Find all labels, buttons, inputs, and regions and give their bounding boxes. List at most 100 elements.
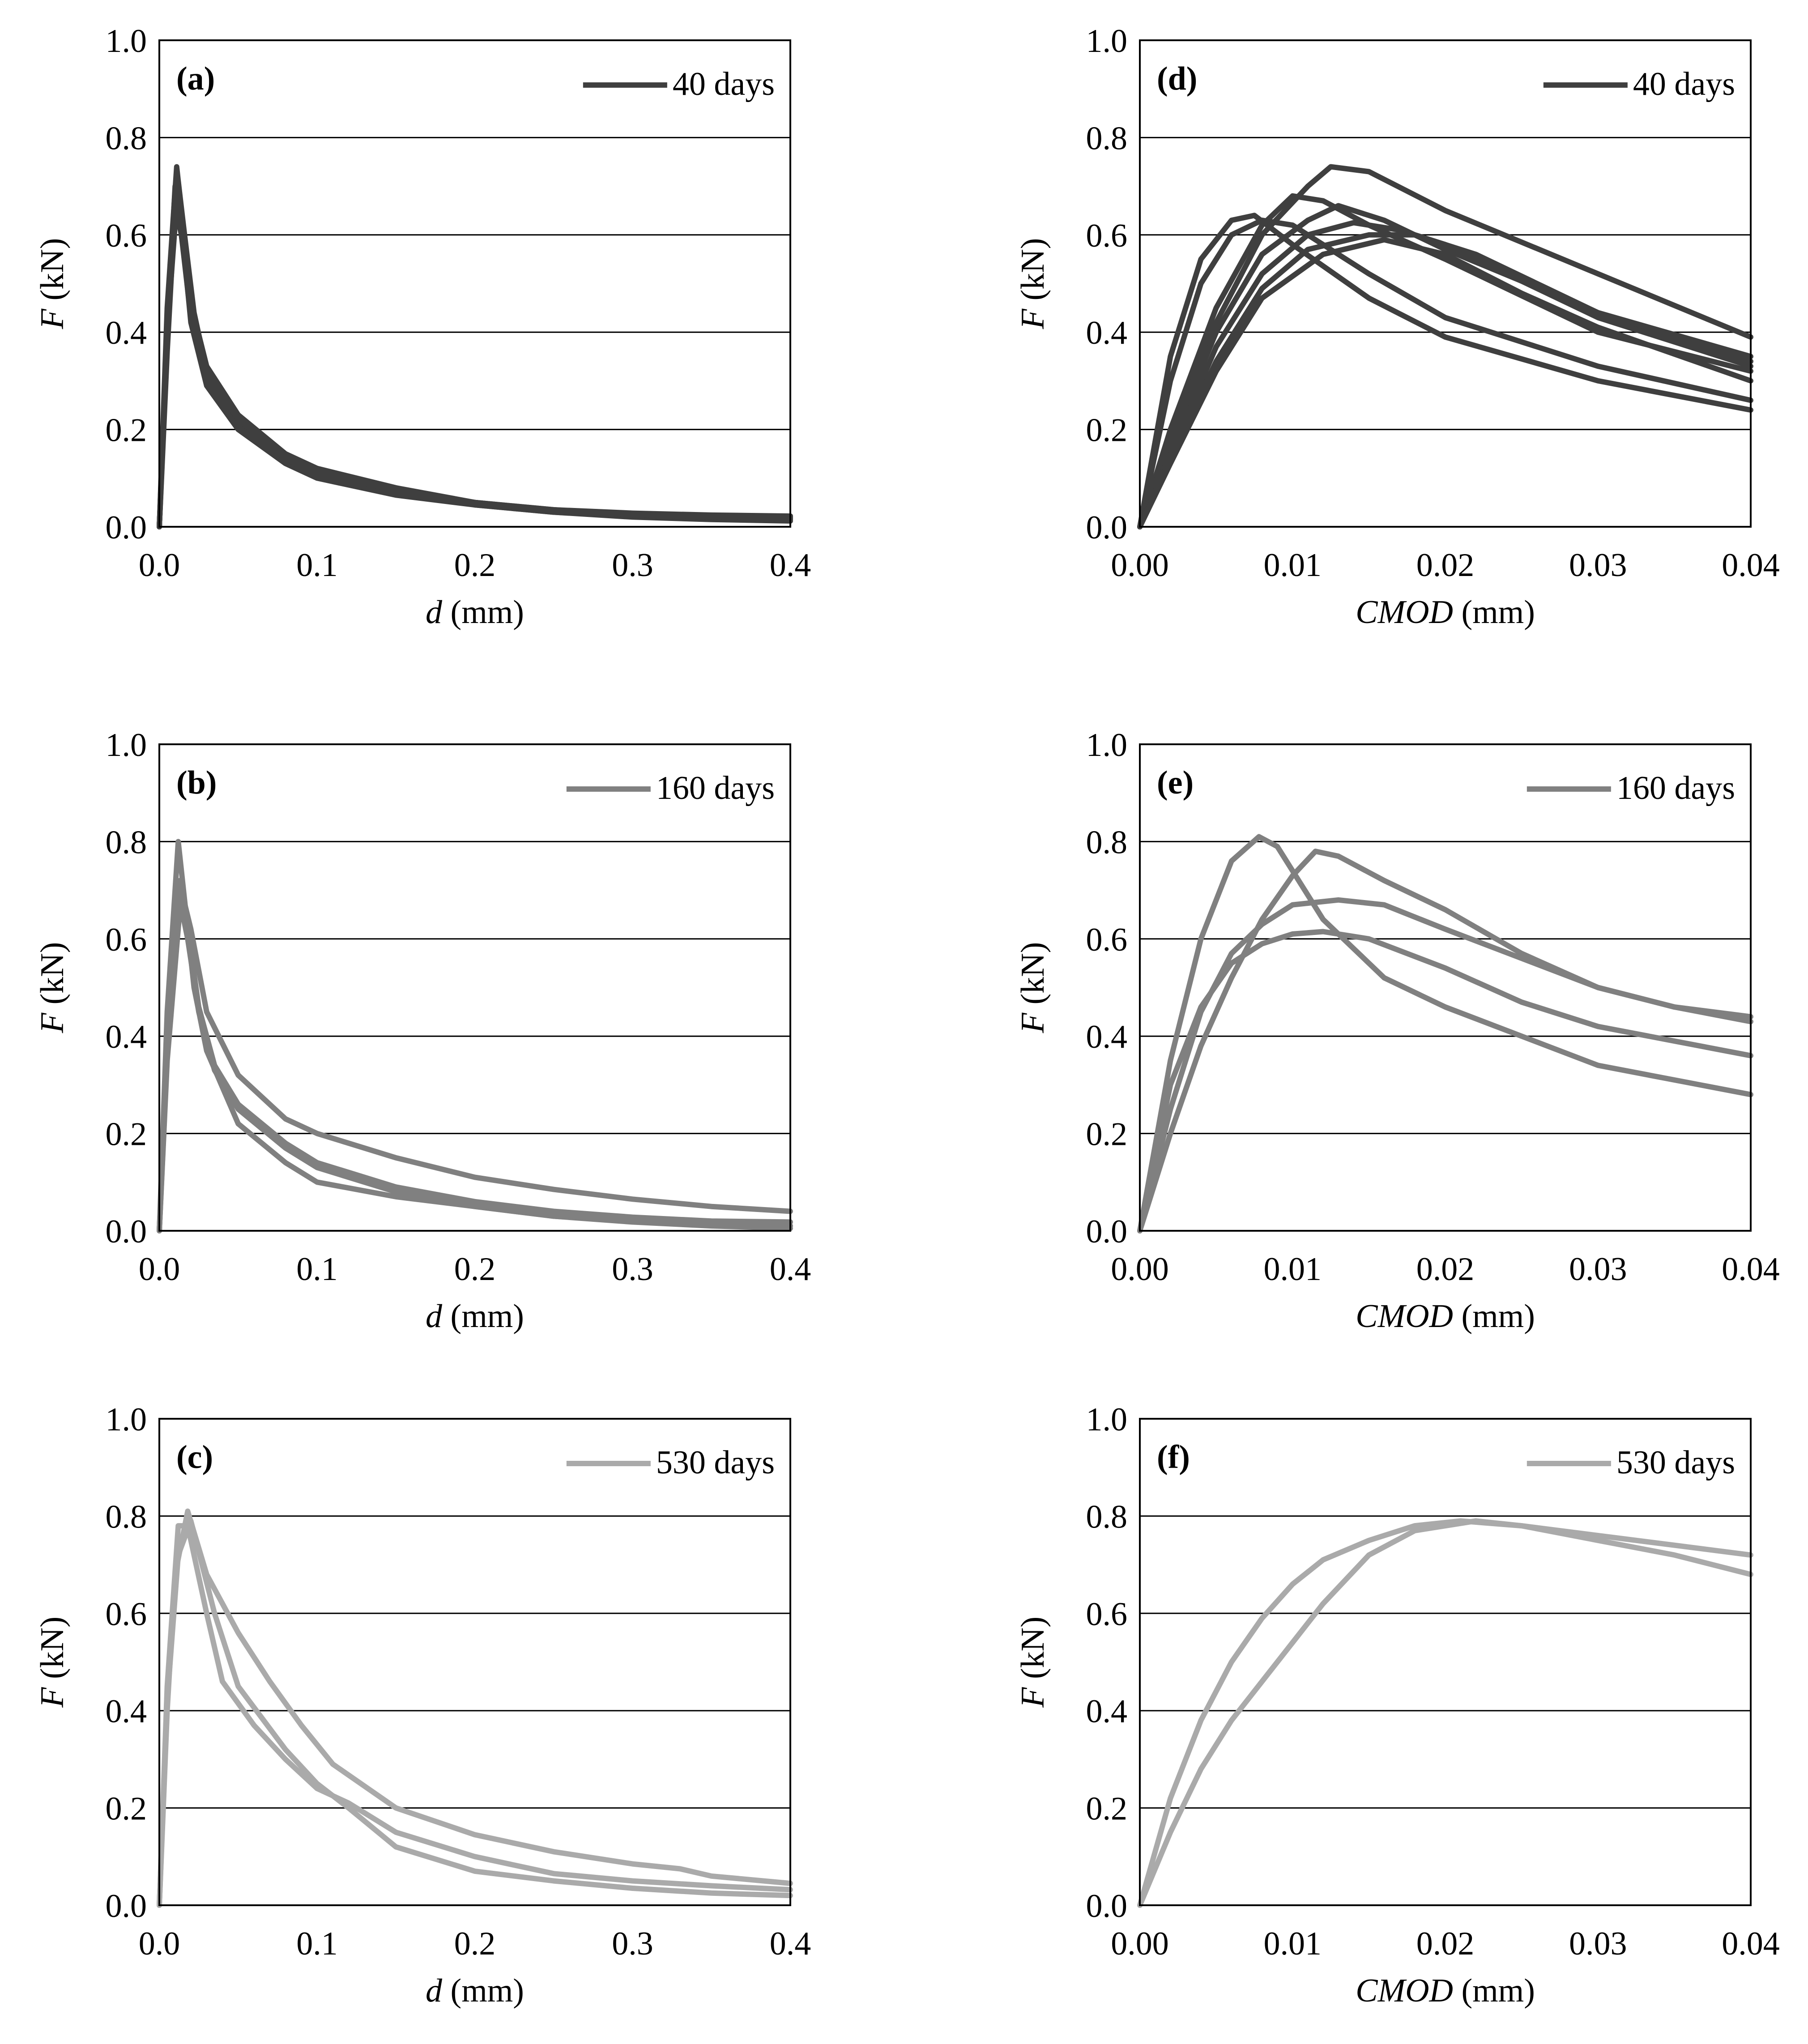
plot-frame <box>158 743 791 1232</box>
legend: 160 days <box>1527 770 1735 807</box>
x-tick-label: 0.00 <box>1111 1925 1169 1962</box>
x-axis-variable: CMOD <box>1356 1972 1453 2009</box>
x-tick-label: 0.1 <box>296 1925 338 1962</box>
legend: 160 days <box>566 770 775 807</box>
x-axis-title: d (mm) <box>426 594 524 631</box>
x-tick-label: 0.1 <box>296 1251 338 1288</box>
x-axis-title: CMOD (mm) <box>1356 1972 1535 2009</box>
series-line-5 <box>157 203 793 529</box>
y-tick-label: 0.6 <box>1086 922 1128 958</box>
y-tick-label: 0.4 <box>106 1019 147 1055</box>
series-line-1 <box>157 1523 793 1908</box>
y-tick-label: 0.0 <box>106 1213 147 1250</box>
panel-tag: (d) <box>1157 60 1197 97</box>
chart-panel-d: 0.0 0.2 0.4 0.6 0.8 1.0 0.00 0.01 0.02 0.03 0.04 (d… <box>1015 23 1780 631</box>
y-tick-label: 0.8 <box>106 1498 147 1535</box>
x-tick-label: 0.4 <box>770 1251 811 1288</box>
x-axis-variable: d <box>426 1298 443 1335</box>
y-tick-label: 0.6 <box>106 922 147 958</box>
y-tick-label: 0.0 <box>1086 509 1128 546</box>
x-tick-label: 0.02 <box>1416 547 1475 584</box>
x-tick-label: 0.03 <box>1569 1925 1627 1962</box>
series-line-4 <box>1137 164 1753 529</box>
x-tick-label: 0.02 <box>1416 1251 1475 1288</box>
chart-panel-e: 0.0 0.2 0.4 0.6 0.8 1.0 0.00 0.01 0.02 0.03 0.04 (e… <box>1015 727 1780 1335</box>
y-tick-label: 0.6 <box>1086 218 1128 254</box>
legend: 40 days <box>583 66 775 102</box>
y-tick-label: 0.0 <box>106 1888 147 1925</box>
x-tick-label: 0.02 <box>1416 1925 1475 1962</box>
x-axis-variable: CMOD <box>1356 594 1453 631</box>
x-tick-label: 0.3 <box>612 1925 653 1962</box>
x-tick-label: 0.03 <box>1569 1251 1627 1288</box>
x-tick-label: 0.3 <box>612 547 653 584</box>
y-tick-label: 0.4 <box>106 1693 147 1730</box>
y-tick-label: 1.0 <box>1086 23 1128 60</box>
x-tick-label: 0.0 <box>139 1251 180 1288</box>
legend-label: 530 days <box>1616 1444 1735 1481</box>
y-tick-label: 0.2 <box>106 1116 147 1153</box>
y-axis-title: F (kN) <box>34 1617 71 1708</box>
y-tick-label: 0.8 <box>106 824 147 861</box>
y-tick-label: 0.0 <box>1086 1213 1128 1250</box>
y-tick-label: 0.2 <box>1086 412 1128 449</box>
series-line-1 <box>157 164 793 529</box>
y-axis-unit: (kN) <box>34 942 71 1013</box>
y-tick-label: 1.0 <box>106 23 147 60</box>
y-tick-label: 0.2 <box>106 1791 147 1827</box>
panel-tag: (e) <box>1157 764 1194 801</box>
y-axis-variable: F <box>34 1687 71 1708</box>
x-tick-label: 0.1 <box>296 547 338 584</box>
chart-panel-f: 0.0 0.2 0.4 0.6 0.8 1.0 0.00 0.01 0.02 0.03 0.04 (f… <box>1015 1401 1780 2009</box>
x-tick-label: 0.01 <box>1264 1925 1322 1962</box>
series-line-7 <box>1137 232 1753 529</box>
x-axis-unit: (mm) <box>1453 1298 1535 1335</box>
y-tick-label: 1.0 <box>1086 727 1128 764</box>
y-tick-label: 0.2 <box>1086 1791 1128 1827</box>
y-tick-label: 0.8 <box>106 120 147 157</box>
y-tick-label: 0.4 <box>1086 1019 1128 1055</box>
series-line-1 <box>1137 213 1753 529</box>
y-tick-label: 0.4 <box>106 315 147 351</box>
x-axis-unit: (mm) <box>442 594 524 631</box>
chart-panel-b: 0.0 0.2 0.4 0.6 0.8 1.0 0.0 0.1 0.2 0.3 0.4 (b) 160 … <box>34 727 811 1335</box>
y-axis-unit: (kN) <box>1015 942 1051 1013</box>
legend-label: 40 days <box>1633 66 1735 102</box>
x-tick-label: 0.2 <box>454 547 496 584</box>
series-line-2 <box>1137 1518 1753 1908</box>
x-tick-label: 0.2 <box>454 1251 496 1288</box>
x-axis-variable: d <box>426 594 443 631</box>
y-tick-label: 0.0 <box>1086 1888 1128 1925</box>
series-line-3 <box>157 1518 793 1908</box>
y-axis-variable: F <box>1015 1012 1051 1033</box>
panel-tag: (f) <box>1157 1439 1190 1476</box>
y-tick-label: 1.0 <box>1086 1401 1128 1438</box>
series-line-6 <box>1137 220 1753 529</box>
x-axis-unit: (mm) <box>442 1972 524 2009</box>
y-axis-title: F (kN) <box>1015 942 1051 1033</box>
plot-frame <box>158 39 791 528</box>
y-tick-label: 0.8 <box>1086 120 1128 157</box>
y-axis-unit: (kN) <box>34 1617 71 1687</box>
x-axis-variable: CMOD <box>1356 1298 1453 1335</box>
series-line-1 <box>1137 834 1753 1233</box>
x-tick-label: 0.3 <box>612 1251 653 1288</box>
series-line-2 <box>1137 849 1753 1233</box>
y-axis-variable: F <box>34 308 71 329</box>
x-tick-label: 0.04 <box>1722 1925 1780 1962</box>
x-tick-label: 0.01 <box>1264 1251 1322 1288</box>
y-tick-label: 0.6 <box>106 1596 147 1633</box>
series-line-3 <box>157 193 793 529</box>
x-tick-label: 0.4 <box>770 547 811 584</box>
y-tick-label: 0.8 <box>1086 824 1128 861</box>
chart-panel-c: 0.0 0.2 0.4 0.6 0.8 1.0 0.0 0.1 0.2 0.3 0.4 (c) 530 … <box>34 1401 811 2009</box>
series-line-8 <box>1137 237 1753 529</box>
legend-label: 160 days <box>656 770 775 807</box>
series-line-4 <box>1137 929 1753 1233</box>
x-tick-label: 0.01 <box>1264 547 1322 584</box>
series-line-3 <box>1137 897 1753 1233</box>
y-axis-title: F (kN) <box>34 238 71 329</box>
y-axis-variable: F <box>1015 308 1051 329</box>
x-tick-label: 0.03 <box>1569 547 1627 584</box>
